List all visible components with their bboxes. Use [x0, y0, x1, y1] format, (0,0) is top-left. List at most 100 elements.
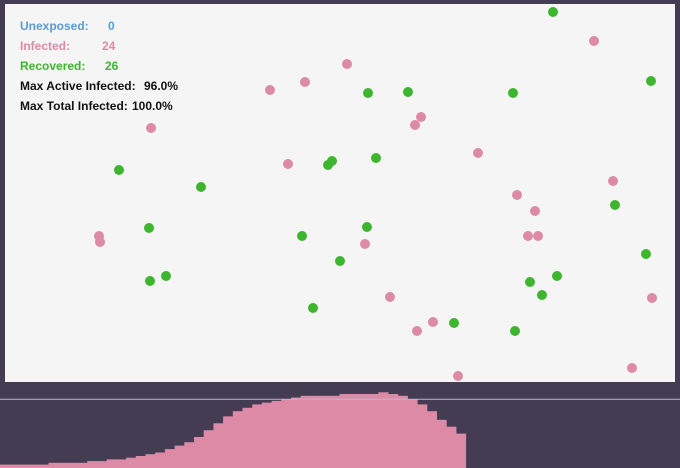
recovered-person-dot — [537, 290, 547, 300]
infected-person-dot — [428, 317, 438, 327]
infected-label: Infected: — [20, 39, 71, 53]
infected-person-dot — [300, 77, 310, 87]
infected-bar — [407, 399, 418, 468]
infected-bar — [145, 454, 156, 468]
infected-bar — [397, 395, 408, 468]
infected-person-dot — [265, 85, 275, 95]
max-active-label: Max Active Infected: — [20, 79, 136, 93]
infected-bar — [281, 399, 292, 468]
recovered-person-dot — [145, 276, 155, 286]
recovered-person-dot — [641, 249, 651, 259]
infected-bar — [77, 462, 88, 468]
infected-bar — [339, 394, 350, 468]
infected-bar — [310, 395, 321, 468]
infected-bar — [67, 462, 79, 468]
infected-person-dot — [647, 293, 657, 303]
infected-bar — [194, 437, 205, 468]
infected-bar — [155, 452, 166, 468]
recovered-person-dot — [510, 326, 520, 336]
infected-bar — [358, 394, 370, 468]
infected-bar — [329, 395, 340, 468]
infected-bar — [29, 464, 40, 468]
infected-bar — [320, 395, 331, 468]
infected-person-dot — [627, 363, 637, 373]
infected-person-dot — [410, 120, 420, 130]
recovered-person-dot — [508, 88, 518, 98]
infected-person-dot — [453, 371, 463, 381]
infected-bar — [184, 442, 195, 468]
infected-person-dot — [146, 123, 156, 133]
infected-bar — [213, 423, 224, 468]
max-active-value: 96.0% — [144, 79, 179, 93]
infected-bar — [106, 459, 117, 468]
infected-bar — [58, 462, 69, 468]
infected-bar — [48, 462, 59, 468]
recovered-person-dot — [114, 165, 124, 175]
infected-person-dot — [589, 36, 599, 46]
infected-person-dot — [283, 159, 293, 169]
infected-person-dot — [416, 112, 426, 122]
infected-bar — [300, 395, 311, 468]
infected-bar — [436, 419, 447, 468]
infected-bar — [97, 461, 108, 468]
infected-bar — [38, 464, 49, 468]
unexposed-label: Unexposed: — [20, 19, 89, 33]
max-total-label: Max Total Infected: — [20, 99, 128, 113]
recovered-person-dot — [327, 156, 337, 166]
recovered-person-dot — [335, 256, 345, 266]
recovered-person-dot — [449, 318, 459, 328]
simulation-area — [5, 4, 675, 382]
infected-bar — [0, 464, 11, 468]
infected-bar — [271, 400, 282, 468]
recovered-person-dot — [161, 271, 171, 281]
infected-bar — [19, 464, 30, 468]
infected-bar — [242, 407, 253, 468]
recovered-person-dot — [646, 76, 656, 86]
infected-bar — [126, 457, 137, 468]
infected-bar — [116, 459, 127, 468]
infected-bar — [368, 394, 379, 468]
infected-bar — [455, 433, 467, 468]
recovered-person-dot — [308, 303, 318, 313]
infected-count: 24 — [102, 39, 116, 53]
infected-bar — [261, 402, 273, 468]
infected-person-dot — [473, 148, 483, 158]
infected-person-dot — [342, 59, 352, 69]
recovered-person-dot — [362, 222, 372, 232]
infected-person-dot — [530, 206, 540, 216]
infected-bar — [203, 430, 214, 468]
recovered-person-dot — [403, 87, 413, 97]
recovered-person-dot — [144, 223, 154, 233]
recovered-person-dot — [610, 200, 620, 210]
infected-person-dot — [95, 237, 105, 247]
unexposed-count: 0 — [108, 19, 115, 33]
recovered-person-dot — [363, 88, 373, 98]
recovered-person-dot — [552, 271, 562, 281]
infected-bar — [252, 404, 263, 468]
infected-bar — [417, 404, 428, 468]
recovered-person-dot — [297, 231, 307, 241]
infected-bar — [349, 394, 360, 468]
infected-person-dot — [512, 190, 522, 200]
infected-bar — [135, 456, 146, 468]
infected-person-dot — [608, 176, 618, 186]
infection-history-chart — [0, 392, 680, 468]
recovered-label: Recovered: — [20, 59, 86, 73]
infected-person-dot — [94, 231, 104, 241]
infected-person-dot — [360, 239, 370, 249]
infected-bar — [378, 392, 389, 468]
infected-bar — [87, 461, 98, 468]
infected-person-dot — [523, 231, 533, 241]
recovered-person-dot — [525, 277, 535, 287]
infected-bar — [388, 394, 399, 468]
infected-bar — [164, 449, 176, 468]
infected-bar — [9, 464, 20, 468]
max-total-value: 100.0% — [132, 99, 173, 113]
recovered-person-dot — [371, 153, 381, 163]
infected-bar — [174, 445, 185, 468]
infected-bar — [426, 411, 437, 468]
infected-person-dot — [533, 231, 543, 241]
recovered-person-dot — [548, 7, 558, 17]
infected-bar — [291, 397, 302, 468]
infected-person-dot — [412, 326, 422, 336]
